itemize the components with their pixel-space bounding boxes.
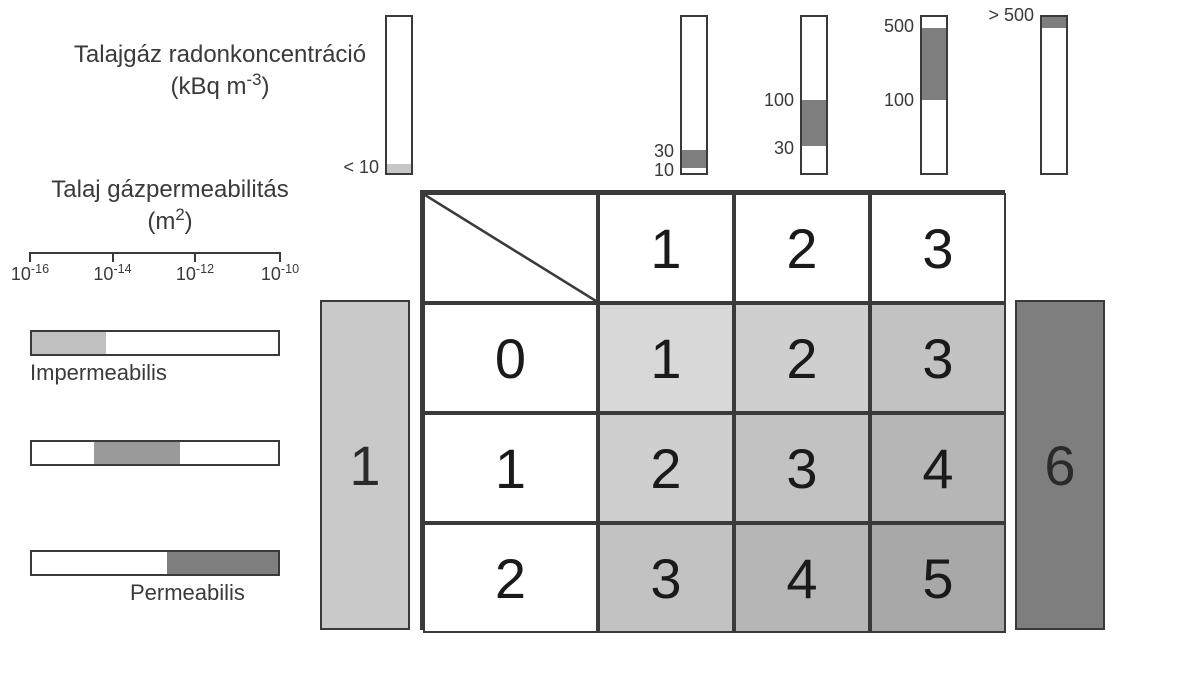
grid-cell-r0-c3: 3 — [870, 193, 1006, 303]
perm-title: Talaj gázpermeabilitás (m2) — [20, 175, 320, 237]
grid-cell-r3-c3: 5 — [870, 523, 1006, 633]
axis-label-2: 10-12 — [165, 262, 225, 285]
radon-bar-3 — [920, 15, 948, 175]
axis-tick-3 — [279, 252, 281, 262]
grid-cell-r2-c0: 1 — [423, 413, 598, 523]
radon-bar-4 — [1040, 15, 1068, 175]
axis-label-0: 10-16 — [0, 262, 60, 285]
grid-cell-r2-c2: 3 — [734, 413, 870, 523]
axis-line — [30, 252, 280, 254]
grid-cell-r1-c3: 3 — [870, 303, 1006, 413]
grid-cell-r0-c2: 2 — [734, 193, 870, 303]
radon-bar-2 — [800, 15, 828, 175]
axis-tick-1 — [112, 252, 114, 262]
radon-bar-label-2-a: 100 — [728, 90, 794, 111]
grid-cell-r3-c0: 2 — [423, 523, 598, 633]
radon-title: Talajgáz radonkoncentráció (kBq m-3) — [70, 40, 370, 102]
perm-title-text: Talaj gázpermeabilitás — [51, 176, 288, 203]
lookup-grid: 123012312342345 — [420, 190, 1005, 630]
radon-bar-1 — [680, 15, 708, 175]
perm-bar-2 — [30, 550, 280, 576]
grid-cell-r2-c3: 4 — [870, 413, 1006, 523]
axis-label-1: 10-14 — [83, 262, 143, 285]
perm-bar-1 — [30, 440, 280, 466]
grid-cell-r3-c1: 3 — [598, 523, 734, 633]
radon-bar-label-4: > 500 — [968, 5, 1034, 26]
grid-cell-r0-c1: 1 — [598, 193, 734, 303]
axis-tick-2 — [194, 252, 196, 262]
radon-title-text: Talajgáz radonkoncentráció — [74, 41, 366, 68]
grid-cell-r3-c2: 4 — [734, 523, 870, 633]
grid-cell-r1-c2: 2 — [734, 303, 870, 413]
perm-bar-0 — [30, 330, 280, 356]
radon-bar-label-3-a: 500 — [848, 16, 914, 37]
perm-bar-label-2: Permeabilis — [130, 580, 245, 606]
radon-bar-label-1-a: 30 — [608, 141, 674, 162]
grid-cell-r0-c0 — [423, 193, 598, 303]
sidebox-left: 1 — [320, 300, 410, 630]
perm-axis: 10-1610-1410-1210-10 — [30, 252, 280, 282]
radon-bar-0 — [385, 15, 413, 175]
axis-tick-0 — [29, 252, 31, 262]
perm-units: (m2) — [147, 208, 192, 235]
radon-bar-label-2-b: 30 — [728, 138, 794, 159]
grid-cell-r1-c1: 1 — [598, 303, 734, 413]
radon-bar-label-3-b: 100 — [848, 90, 914, 111]
axis-label-3: 10-10 — [250, 262, 310, 285]
grid-cell-r1-c0: 0 — [423, 303, 598, 413]
sidebox-right: 6 — [1015, 300, 1105, 630]
radon-units: (kBq m-3) — [171, 73, 270, 100]
grid-cell-r2-c1: 2 — [598, 413, 734, 523]
radon-bar-label-0: < 10 — [313, 157, 379, 178]
radon-bar-label-1-b: 10 — [608, 160, 674, 181]
perm-bar-label-0: Impermeabilis — [30, 360, 167, 386]
